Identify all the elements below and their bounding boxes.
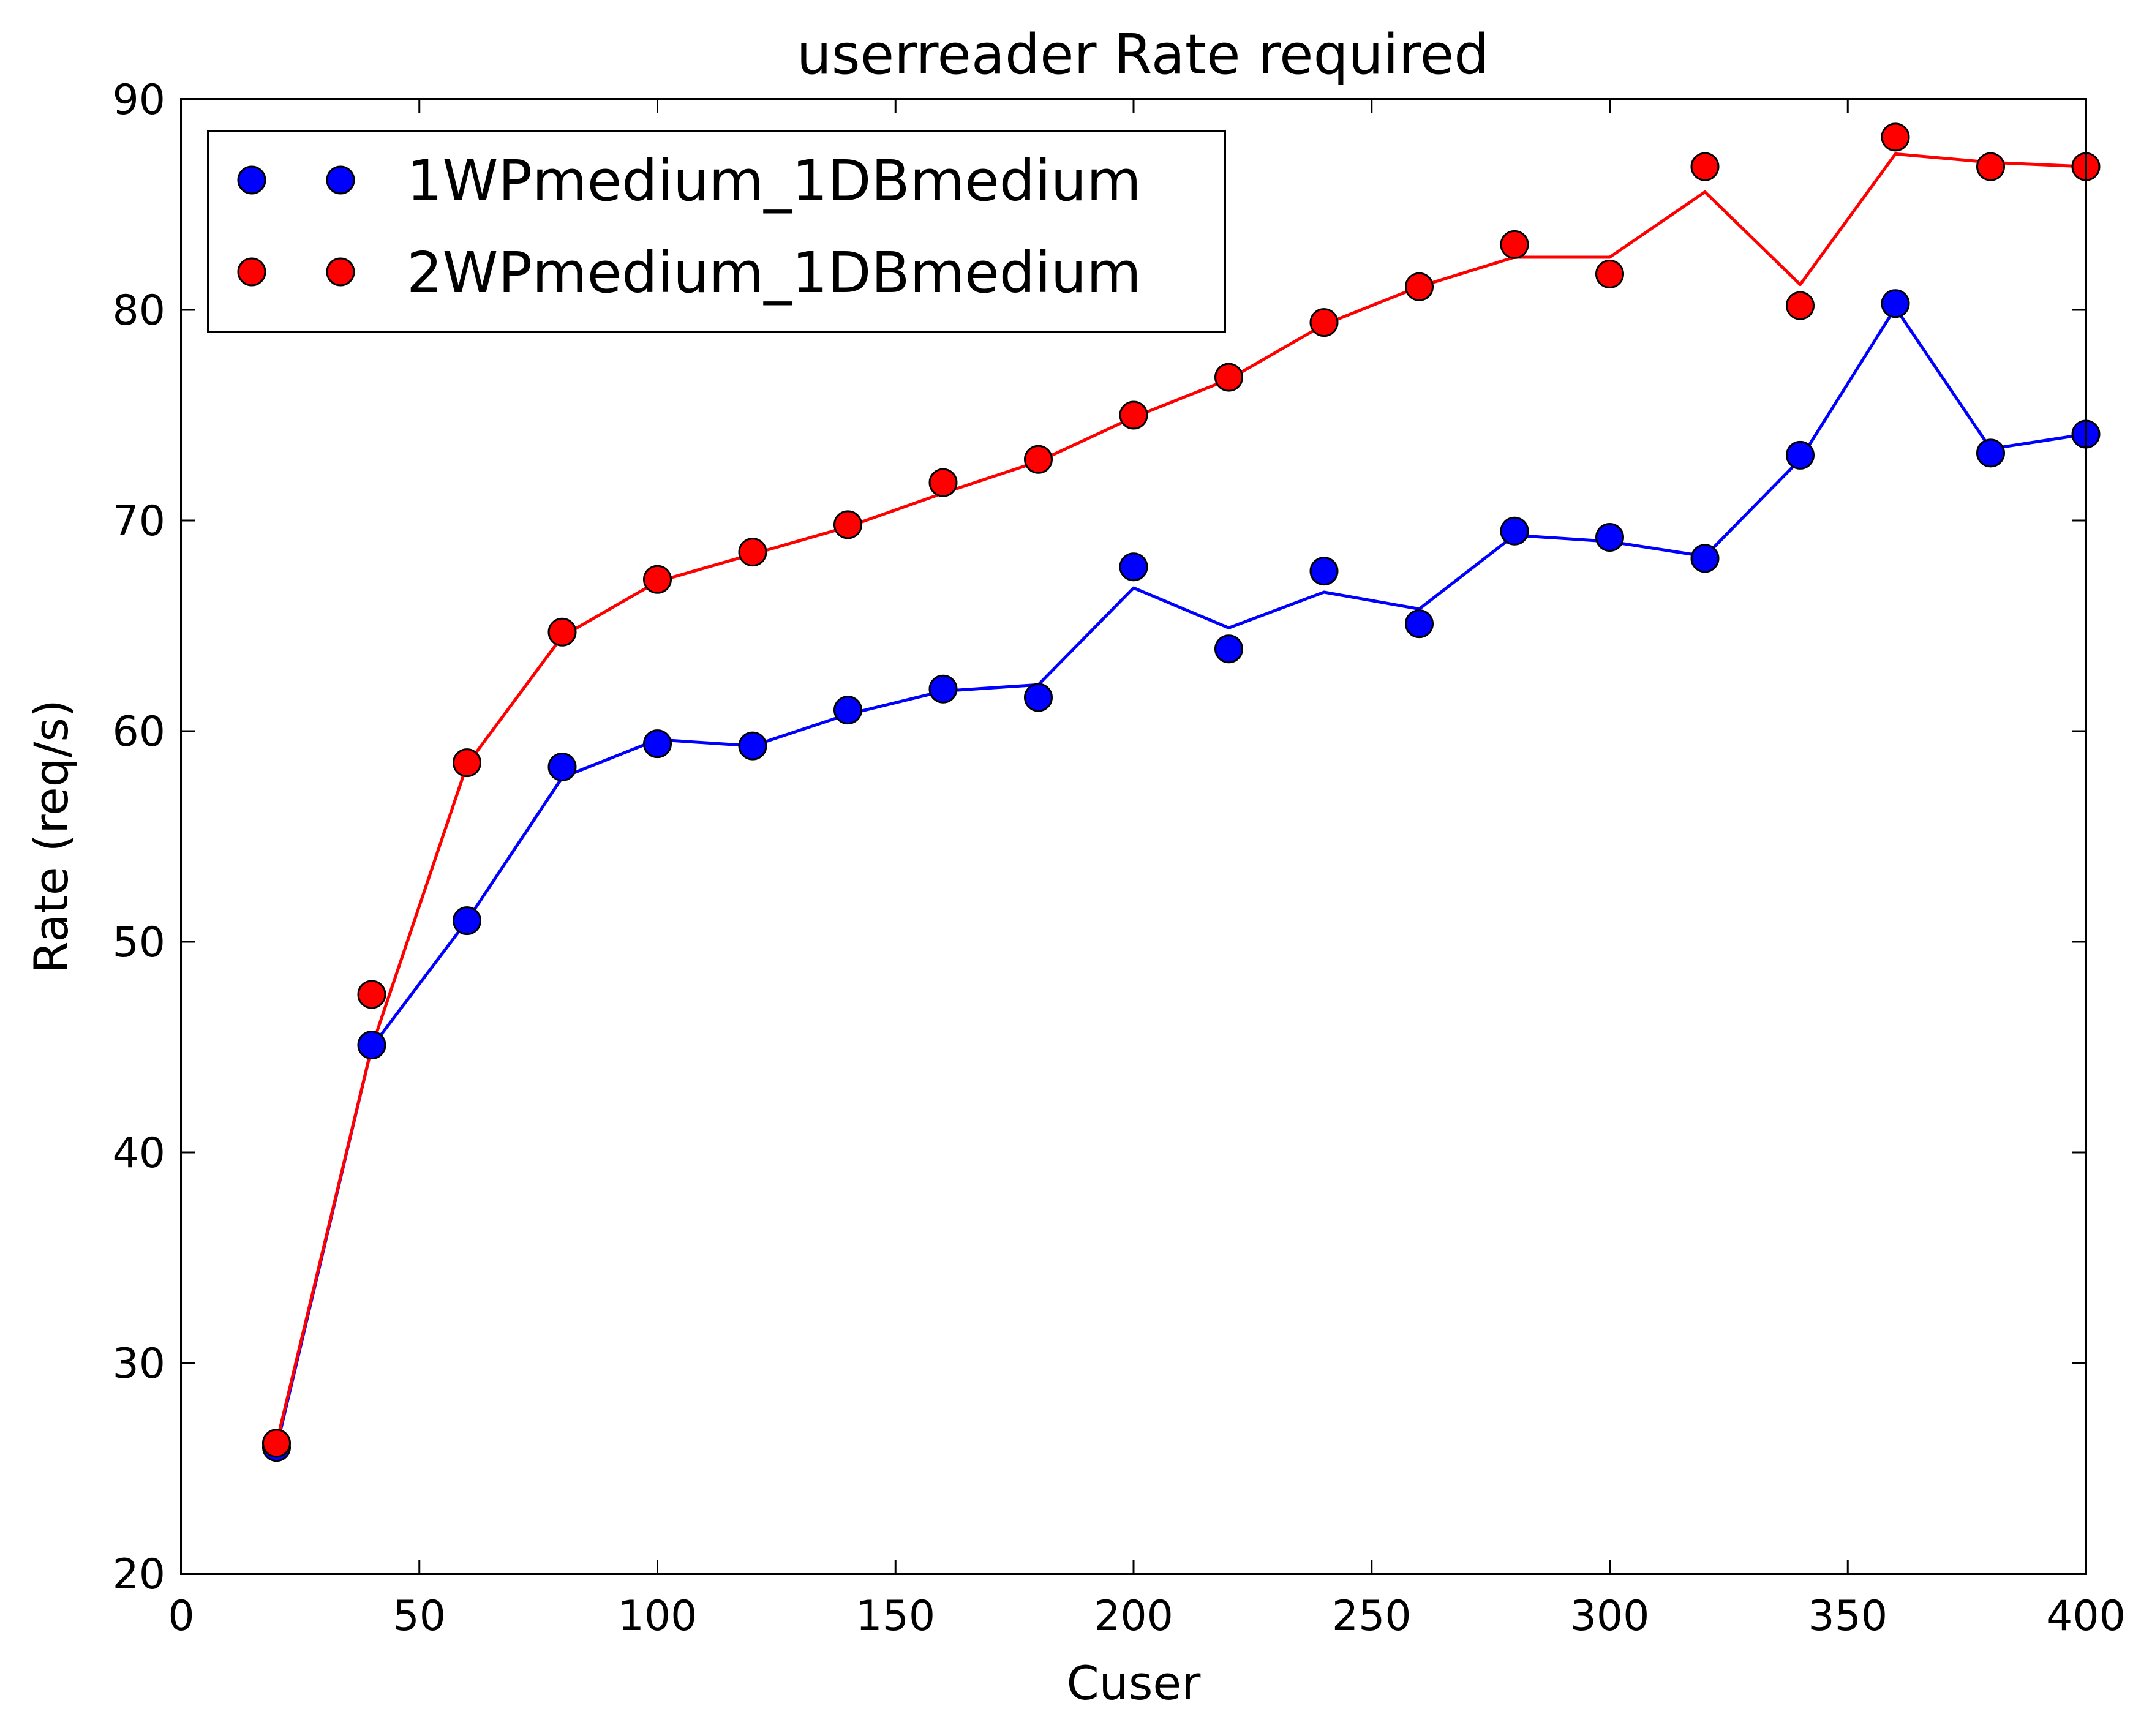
legend-marker-1a [237,165,266,195]
series-1-point-40 [357,1031,386,1060]
series-2-point-40 [357,980,386,1009]
series-1-point-280 [1500,516,1529,546]
legend-box [207,130,1226,333]
series-1-point-120 [738,731,767,761]
legend: 1WPmedium_1DBmedium 2WPmedium_1DBmedium [207,130,1226,333]
series-2-point-60 [453,748,481,778]
series-2-point-240 [1309,308,1339,337]
series-2-point-20 [262,1429,291,1458]
y-axis-ticks: 20 30 40 50 60 70 80 90 [112,76,2086,1599]
series-2-point-280 [1500,230,1529,259]
series-1-point-160 [928,674,958,704]
x-tick-label-300: 300 [1570,1592,1650,1640]
x-tick-label-350: 350 [1808,1592,1887,1640]
x-axis-label: Cuser [1067,1656,1202,1710]
series-2-point-320 [1690,152,1720,181]
series-1-point-80 [547,753,577,781]
legend-marker-2b [326,257,355,287]
series-1-point-220 [1214,634,1243,664]
x-tick-label-0: 0 [168,1592,194,1640]
series-1-point-360 [1881,289,1910,318]
series-1-point-300 [1595,523,1624,552]
legend-marker-2a [237,257,266,287]
x-tick-label-400: 400 [2046,1592,2126,1640]
y-axis-label: Rate (req/s) [24,699,78,974]
legend-label-series-1: 1WPmedium_1DBmedium [407,148,1142,214]
series-2-point-220 [1214,363,1243,392]
series-1-point-100 [643,729,672,759]
series-1-point-200 [1119,552,1148,582]
y-tick-label-60: 60 [112,708,165,756]
series-2-point-140 [833,510,862,539]
y-tick-label-80: 80 [112,287,165,335]
series-2-point-80 [547,617,577,647]
series-1-point-180 [1024,683,1053,712]
series-2-point-160 [928,468,958,497]
y-tick-label-30: 30 [112,1340,165,1388]
series-2-point-120 [738,538,767,567]
x-tick-label-250: 250 [1332,1592,1412,1640]
series-2-line [275,152,2086,1444]
y-tick-label-20: 20 [112,1550,165,1599]
series-layer [262,122,2101,1462]
series-1-point-140 [833,696,862,725]
series-2-point-260 [1405,272,1434,301]
y-tick-label-90: 90 [112,76,165,124]
legend-label-series-2: 2WPmedium_1DBmedium [407,240,1142,306]
x-axis-ticks: 0 50 100 150 200 250 300 350 400 [168,99,2126,1640]
series-1-point-240 [1309,557,1339,586]
series-2-point-100 [643,565,672,594]
chart-title: userreader Rate required [797,23,1489,87]
x-tick-label-200: 200 [1094,1592,1173,1640]
y-tick-label-70: 70 [112,497,165,546]
x-tick-label-100: 100 [618,1592,698,1640]
series-1-point-260 [1405,609,1434,639]
x-tick-label-50: 50 [393,1592,446,1640]
legend-marker-1b [326,165,355,195]
series-2-point-180 [1024,445,1053,474]
y-tick-label-40: 40 [112,1129,165,1178]
series-1-point-380 [1976,438,2005,468]
series-1-point-60 [453,906,481,936]
series-2-point-360 [1881,122,1910,152]
series-2-point-200 [1119,400,1148,430]
series-1-point-340 [1786,440,1815,470]
series-2-point-380 [1976,152,2005,181]
series-2-point-340 [1786,291,1815,320]
y-tick-label-50: 50 [112,919,165,967]
series-1-point-320 [1690,544,1720,573]
plot-area [181,99,2086,1574]
x-tick-label-150: 150 [856,1592,935,1640]
series-2-point-300 [1595,260,1624,288]
series-1-line [275,306,2086,1448]
